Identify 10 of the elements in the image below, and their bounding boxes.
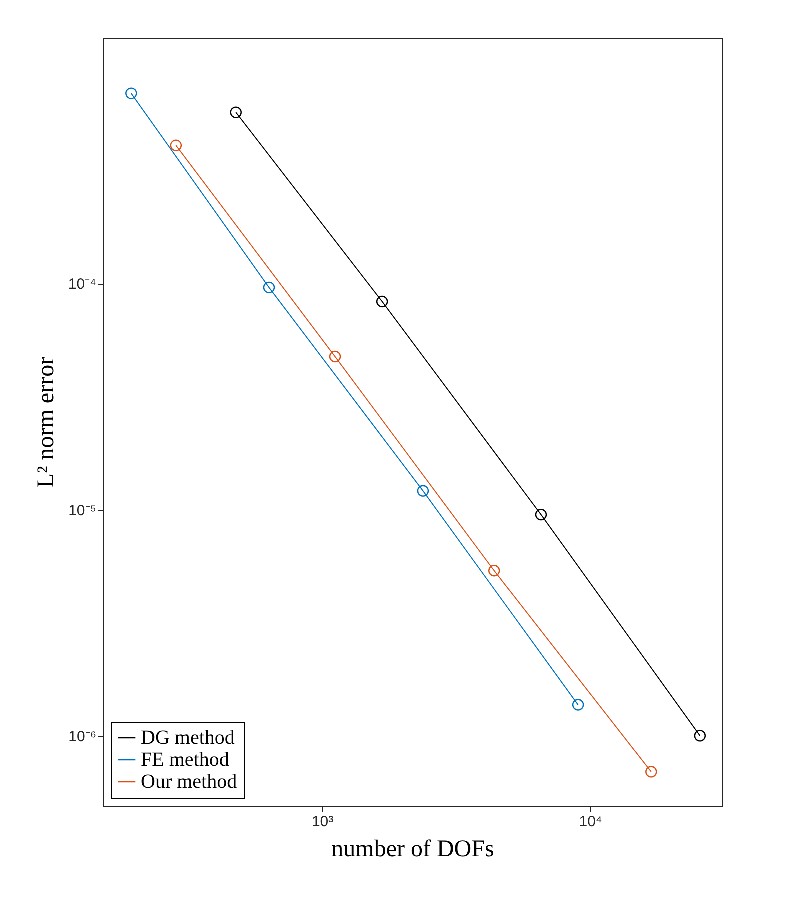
- y-tick-label: 10⁻⁴: [68, 276, 96, 294]
- x-axis-title: number of DOFs: [332, 836, 494, 862]
- legend-label: Our method: [141, 771, 238, 793]
- legend-label: FE method: [141, 749, 230, 771]
- x-tick-label: 10³: [312, 814, 334, 830]
- y-tick-label: 10⁻⁶: [68, 728, 96, 746]
- y-axis-title: L² norm error: [33, 356, 60, 488]
- y-tick-label: 10⁻⁵: [68, 502, 96, 520]
- x-tick-label: 10⁴: [579, 814, 602, 830]
- legend-label: DG method: [141, 727, 235, 749]
